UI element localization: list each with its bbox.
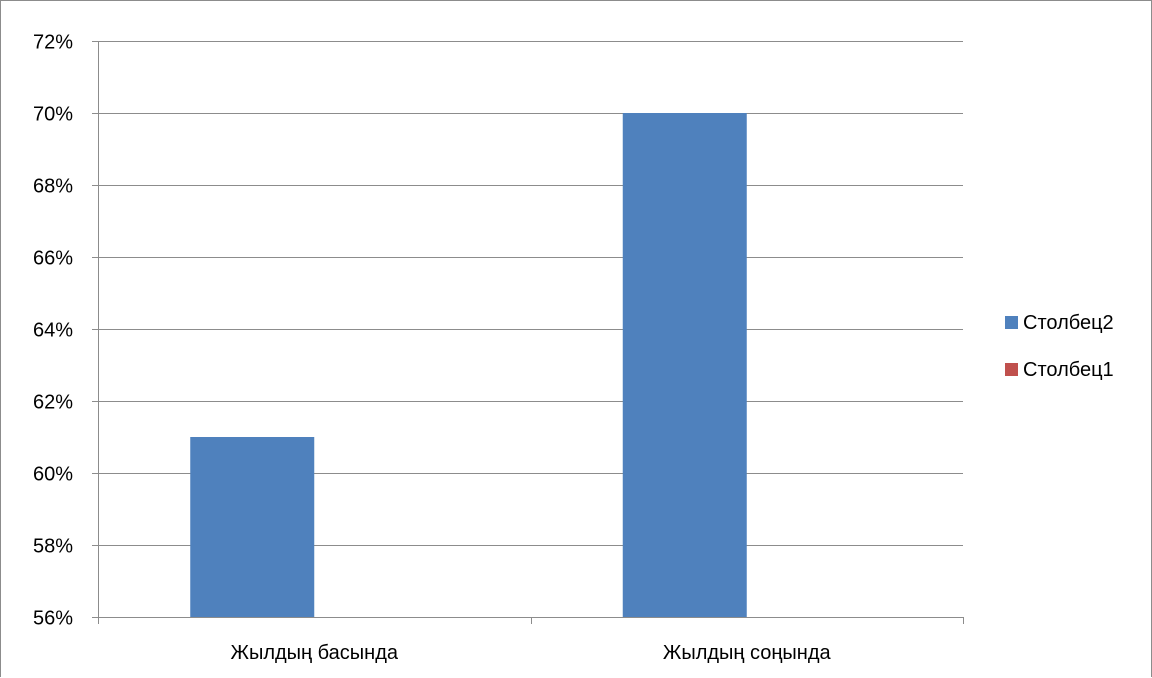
legend-label: Столбец2 <box>1023 312 1114 334</box>
legend-swatch <box>1005 363 1018 376</box>
y-tick-label: 56% <box>33 608 73 630</box>
legend: Столбец2 Столбец1 <box>1005 312 1114 381</box>
bar <box>622 113 747 617</box>
axes <box>98 41 964 624</box>
y-tick-label: 64% <box>33 320 73 342</box>
bar <box>190 437 315 617</box>
y-tick-label: 68% <box>33 176 73 198</box>
y-tick-label: 62% <box>33 392 73 414</box>
x-tick-labels: Жылдың басында Жылдың соңында <box>231 642 832 664</box>
bars <box>190 113 747 617</box>
y-tick-label: 66% <box>33 248 73 270</box>
x-tick-label: Жылдың басында <box>231 642 399 664</box>
y-tick-label: 58% <box>33 536 73 558</box>
legend-label: Столбец1 <box>1023 359 1114 381</box>
y-tick-label: 72% <box>33 32 73 54</box>
x-tick-label: Жылдың соңында <box>663 642 832 664</box>
y-tick-labels: 56% 58% 60% 62% 64% 66% 68% 70% 72% <box>33 32 73 630</box>
y-tick-label: 60% <box>33 464 73 486</box>
legend-swatch <box>1005 316 1018 329</box>
y-tick-label: 70% <box>33 104 73 126</box>
